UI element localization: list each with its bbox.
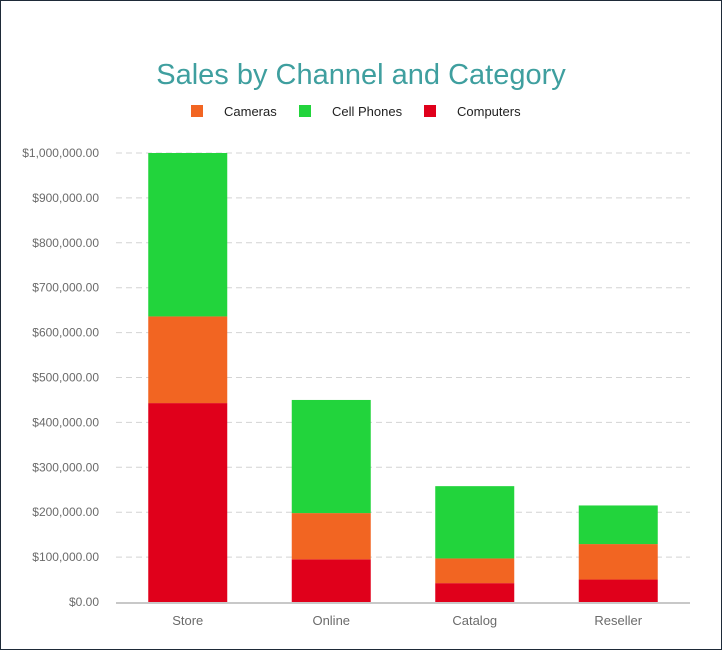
x-tick-label: Reseller (594, 613, 642, 628)
legend-label-cameras: Cameras (224, 104, 277, 119)
x-axis: Store Online Catalog Reseller (116, 602, 690, 628)
bar-catalog-cameras (435, 558, 515, 584)
x-tick-label: Catalog (452, 613, 497, 628)
bars (148, 153, 658, 602)
bar-store-cameras (148, 316, 228, 404)
y-axis: $0.00 $100,000.00 $200,000.00 $300,000.00 $4… (22, 146, 99, 609)
x-tick-label: Store (172, 613, 203, 628)
y-tick-label: $800,000.00 (32, 236, 99, 250)
y-tick-label: $500,000.00 (32, 371, 99, 385)
bar-catalog-cell-phones (435, 486, 515, 559)
bar-store-computers (148, 403, 228, 602)
legend-label-computers: Computers (457, 104, 521, 119)
y-tick-label: $200,000.00 (32, 505, 99, 519)
bar-store-cell-phones (148, 153, 228, 317)
legend-swatch-cell-phones (299, 105, 311, 117)
chart-title: Sales by Channel and Category (156, 59, 566, 91)
x-tick-label: Online (312, 613, 350, 628)
y-tick-label: $600,000.00 (32, 326, 99, 340)
y-tick-label: $700,000.00 (32, 281, 99, 295)
legend-swatch-cameras (191, 105, 203, 117)
legend-label-cell-phones: Cell Phones (332, 104, 403, 119)
legend: Cameras Cell Phones Computers (191, 104, 521, 119)
bar-online-cameras (291, 513, 371, 560)
bar-reseller-computers (578, 579, 658, 602)
bar-reseller-cameras (578, 544, 658, 580)
legend-swatch-computers (424, 105, 436, 117)
bar-online-computers (291, 559, 371, 602)
bar-reseller-cell-phones (578, 505, 658, 545)
y-tick-label: $0.00 (69, 595, 99, 609)
y-tick-label: $900,000.00 (32, 191, 99, 205)
y-tick-label: $100,000.00 (32, 550, 99, 564)
y-tick-label: $300,000.00 (32, 460, 99, 474)
bar-catalog-computers (435, 583, 515, 602)
y-tick-label: $400,000.00 (32, 415, 99, 429)
bar-online-cell-phones (291, 399, 371, 514)
y-tick-label: $1,000,000.00 (22, 146, 99, 160)
